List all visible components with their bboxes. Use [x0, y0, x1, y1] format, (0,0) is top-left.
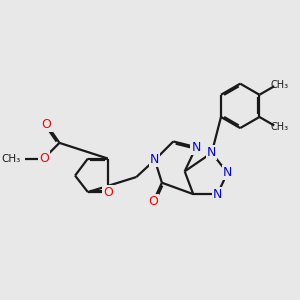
Text: CH₃: CH₃ [1, 154, 20, 164]
Text: O: O [148, 195, 158, 208]
Text: N: N [191, 141, 201, 154]
Text: O: O [103, 186, 113, 199]
Text: O: O [39, 152, 49, 165]
Text: N: N [223, 166, 232, 179]
Text: CH₃: CH₃ [271, 80, 289, 90]
Text: N: N [150, 154, 160, 166]
Text: N: N [207, 146, 216, 159]
Text: O: O [42, 118, 52, 131]
Text: CH₃: CH₃ [271, 122, 289, 132]
Text: N: N [213, 188, 222, 201]
